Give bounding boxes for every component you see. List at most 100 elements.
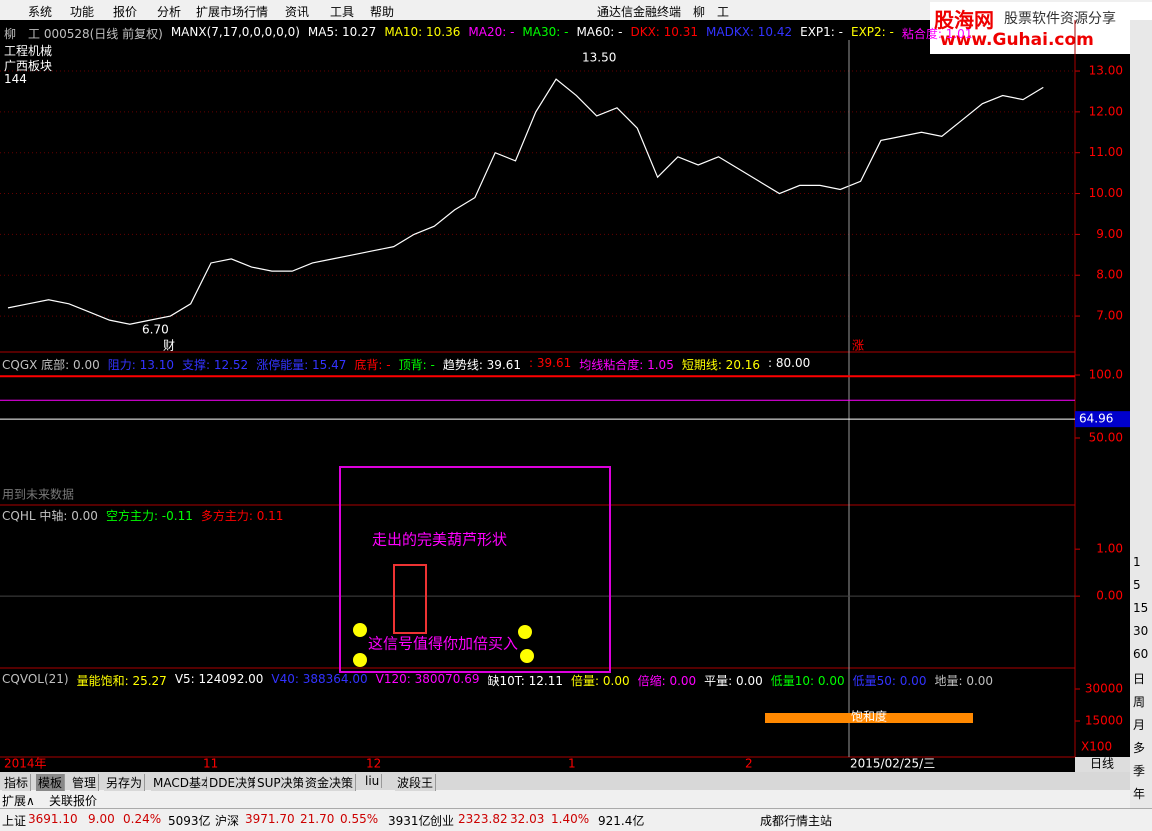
menu-item[interactable]: 分析 <box>157 5 182 19</box>
indicator-value: DKX: 10.31 <box>630 25 699 39</box>
sub-tab-bar <box>0 790 1130 808</box>
indicator-value: 倍缩: 0.00 <box>637 674 697 688</box>
tab[interactable]: liu <box>363 774 383 788</box>
current-box <box>1075 411 1130 428</box>
menu-item[interactable]: 功能 <box>70 5 95 19</box>
indicator-value: V120: 380070.69 <box>375 672 480 686</box>
period-button[interactable]: 30 <box>1133 624 1149 638</box>
tab[interactable]: 资金决策 <box>303 774 357 791</box>
brand: 股海网 <box>934 8 994 32</box>
status-item: 3691.10 <box>28 812 78 826</box>
period-button[interactable]: 5 <box>1133 578 1141 592</box>
indicator-value: 柳 工 000528(日线 前复权) <box>4 27 163 41</box>
status-item: 创业 <box>430 814 455 828</box>
highlight-box <box>339 466 611 673</box>
chart-area: 7.008.009.0010.0011.0012.0013.00100.050.… <box>0 20 1130 772</box>
status-item: 成都行情主站 <box>760 814 833 828</box>
tab[interactable]: 波段王 <box>395 774 437 791</box>
date-label: 1 <box>568 757 576 771</box>
period-button[interactable]: 15 <box>1133 601 1149 615</box>
period-button[interactable]: 多 <box>1133 741 1146 755</box>
period-button[interactable]: 日 <box>1133 672 1146 686</box>
y-tick-label: 30000 <box>1085 681 1123 695</box>
marker <box>353 653 367 667</box>
indicator-value: EXP2: - <box>851 25 894 39</box>
watermark: 股海网 股票软件资源分享 www.Guhai.com <box>930 2 1152 54</box>
status-bar <box>0 808 1152 831</box>
y-tick-label: 100.0 <box>1089 368 1123 382</box>
event-label: 财 <box>163 339 175 353</box>
indicator-value: : 39.61 <box>529 356 572 370</box>
current-label: 64.96 <box>1079 412 1113 426</box>
menu-bar <box>0 0 1152 20</box>
y-tick-label: 8.00 <box>1096 268 1123 282</box>
slogan: 股票软件资源分享 <box>1004 11 1116 27</box>
y-tick-label: 13.00 <box>1089 64 1123 78</box>
period-button[interactable]: 60 <box>1133 647 1149 661</box>
period-button[interactable]: 周 <box>1133 695 1146 709</box>
tab[interactable]: 指标 <box>2 774 32 791</box>
menu-item[interactable]: 帮助 <box>370 5 395 19</box>
indicator-value: 地量: 0.00 <box>934 674 994 688</box>
status-item: 沪深 <box>215 814 240 828</box>
status-item: 21.70 <box>300 812 335 826</box>
menu-item[interactable]: 系统 <box>28 5 53 19</box>
y-tick-label: 1.00 <box>1096 542 1123 556</box>
tab[interactable]: DDE决策 <box>207 774 263 791</box>
indicator-value: MA60: - <box>576 25 623 39</box>
indicator-value: 趋势线: 39.61 <box>442 358 522 372</box>
indicator-value: MA10: 10.36 <box>384 25 461 39</box>
marker <box>353 623 367 637</box>
status-item: 3971.70 <box>245 812 295 826</box>
y-tick-label: 12.00 <box>1089 104 1123 118</box>
sub-tab[interactable]: 关联报价 <box>49 794 98 808</box>
period-button[interactable]: 年 <box>1133 787 1146 801</box>
cqvol-header: CQVOL(21) 量能饱和: 25.27 V5: 124092.00 V40: 38… <box>2 672 993 689</box>
menu-item[interactable]: 工具 <box>330 5 355 19</box>
menu-item[interactable]: 报价 <box>113 5 138 19</box>
close-line <box>7 78 1044 325</box>
period-button[interactable]: 1 <box>1133 555 1141 569</box>
band-label: 饱和度 <box>851 709 887 724</box>
indicator-value: MA5: 10.27 <box>307 25 377 39</box>
annotation: 这信号值得你加倍买入 <box>368 635 518 653</box>
tab[interactable]: 模板 <box>36 774 66 791</box>
status-item: 3931亿 <box>388 814 431 828</box>
indicator-value: V40: 388364.00 <box>271 672 368 686</box>
status-item: 5093亿 <box>168 814 211 828</box>
marker <box>520 649 534 663</box>
indicator-value: 支撑: 12.52 <box>181 358 249 372</box>
indicator-value: MA20: - <box>468 25 515 39</box>
menu-item[interactable]: 资讯 <box>285 5 310 19</box>
tab[interactable]: MACD基本 <box>151 774 216 791</box>
indicator-value: EXP1: - <box>800 25 843 39</box>
indicator-value: 阻力: 13.10 <box>107 358 174 372</box>
menu-item[interactable]: 扩展市场行情 <box>196 5 269 19</box>
indicator-value: : 80.00 <box>768 356 811 370</box>
sector-label: 广西板块 <box>4 59 53 73</box>
y-tick-label: 15000 <box>1085 713 1123 727</box>
indicator-value: CQVOL(21) <box>2 672 69 686</box>
tab[interactable]: 管理 <box>70 774 100 791</box>
indicator-value: V5: 124092.00 <box>174 672 264 686</box>
indicator-value: MA30: - <box>522 25 569 39</box>
status-item: 32.03 <box>510 812 545 826</box>
stock-short: 柳 工 <box>693 5 730 19</box>
period-button[interactable]: 季 <box>1133 764 1146 778</box>
status-item: 921.4亿 <box>598 814 645 828</box>
tab[interactable]: 另存为 <box>104 774 146 791</box>
y-tick-label: 11.00 <box>1089 145 1123 159</box>
status-item: 2323.82 <box>458 812 508 826</box>
unit-label: X100 <box>1081 740 1112 754</box>
indicator-value: 短期线: 20.16 <box>681 358 761 372</box>
date-label: 2 <box>745 757 753 771</box>
indicator-value: CQGX 底部: 0.00 <box>2 358 100 372</box>
period-button[interactable]: 月 <box>1133 718 1146 732</box>
sector-label: 工程机械 <box>4 44 53 58</box>
tab[interactable]: SUP决策 <box>255 774 308 791</box>
sub-tab[interactable]: 扩展∧ <box>2 794 35 808</box>
cqhl-header: CQHL 中轴: 0.00 空方主力: -0.11 多方主力: 0.11 <box>2 507 283 524</box>
main-header: 柳 工 000528(日线 前复权) MANX(7,17,0,0,0,0,0) MA… <box>4 25 972 42</box>
indicator-value: 顶背: - <box>398 358 435 372</box>
band <box>765 713 973 723</box>
